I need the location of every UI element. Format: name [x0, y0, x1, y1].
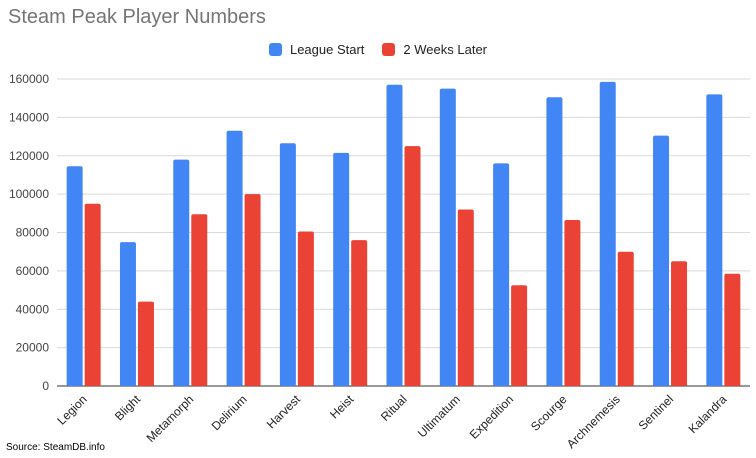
bar-expedition-league-start: [493, 163, 510, 386]
y-tick-label-140000: 140000: [9, 110, 49, 124]
bar-metamorph-two-weeks-later: [191, 214, 208, 386]
bar-heist-two-weeks-later: [351, 240, 368, 386]
bar-sentinel-two-weeks-later: [671, 261, 688, 386]
bar-scourge-league-start: [546, 97, 563, 387]
bar-legion-two-weeks-later: [84, 203, 101, 386]
bar-scourge-two-weeks-later: [564, 220, 581, 386]
bar-ritual-two-weeks-later: [404, 146, 421, 386]
x-tick-label-harvest: Harvest: [264, 392, 304, 432]
bar-archnemesis-two-weeks-later: [617, 251, 634, 386]
y-tick-label-40000: 40000: [16, 302, 50, 316]
x-tick-label-blight: Blight: [112, 392, 144, 424]
x-tick-label-ultimatum: Ultimatum: [415, 392, 463, 440]
legend-label-league-start: League Start: [289, 42, 365, 57]
bar-ultimatum-league-start: [439, 88, 456, 386]
y-tick-label-60000: 60000: [16, 264, 50, 278]
bar-sentinel-league-start: [653, 135, 670, 386]
x-tick-label-kalandra: Kalandra: [686, 392, 730, 436]
bar-blight-league-start: [119, 242, 136, 386]
y-tick-label-120000: 120000: [9, 149, 49, 163]
legend-swatch-league-start: [268, 43, 282, 56]
bar-legion-league-start: [66, 166, 83, 386]
bar-heist-league-start: [333, 152, 350, 386]
bar-archnemesis-league-start: [599, 81, 616, 387]
x-tick-label-ritual: Ritual: [378, 392, 410, 424]
bar-ultimatum-two-weeks-later: [457, 209, 474, 386]
x-tick-label-delirium: Delirium: [209, 392, 250, 433]
bar-ritual-league-start: [386, 84, 403, 386]
legend-swatch-two-weeks-later: [382, 43, 396, 56]
x-tick-label-metamorph: Metamorph: [144, 392, 197, 445]
bar-harvest-league-start: [279, 143, 296, 386]
x-tick-label-archnemesis: Archnemesis: [564, 392, 623, 451]
legend: League Start 2 Weeks Later: [0, 42, 756, 57]
bar-metamorph-league-start: [173, 159, 190, 386]
chart-title: Steam Peak Player Numbers: [8, 6, 266, 28]
bar-harvest-two-weeks-later: [297, 231, 314, 386]
legend-item-league-start: League Start: [268, 42, 365, 57]
x-tick-label-heist: Heist: [327, 392, 357, 422]
x-tick-label-sentinel: Sentinel: [636, 392, 677, 433]
x-tick-label-legion: Legion: [54, 392, 89, 427]
bar-delirium-league-start: [226, 130, 243, 386]
x-tick-label-scourge: Scourge: [528, 392, 570, 434]
x-tick-label-expedition: Expedition: [467, 392, 517, 442]
y-tick-label-80000: 80000: [16, 226, 50, 240]
y-tick-label-160000: 160000: [9, 72, 49, 86]
bar-blight-two-weeks-later: [137, 301, 154, 386]
source-note: Source: SteamDB.info: [6, 442, 105, 453]
legend-label-two-weeks-later: 2 Weeks Later: [403, 42, 488, 57]
bar-delirium-two-weeks-later: [244, 194, 261, 386]
y-tick-label-0: 0: [42, 379, 49, 393]
legend-item-two-weeks-later: 2 Weeks Later: [382, 42, 487, 57]
bar-kalandra-league-start: [706, 94, 723, 386]
bar-kalandra-two-weeks-later: [724, 273, 741, 386]
y-tick-label-20000: 20000: [16, 341, 50, 355]
y-tick-label-100000: 100000: [9, 187, 49, 201]
bar-expedition-two-weeks-later: [511, 285, 528, 386]
